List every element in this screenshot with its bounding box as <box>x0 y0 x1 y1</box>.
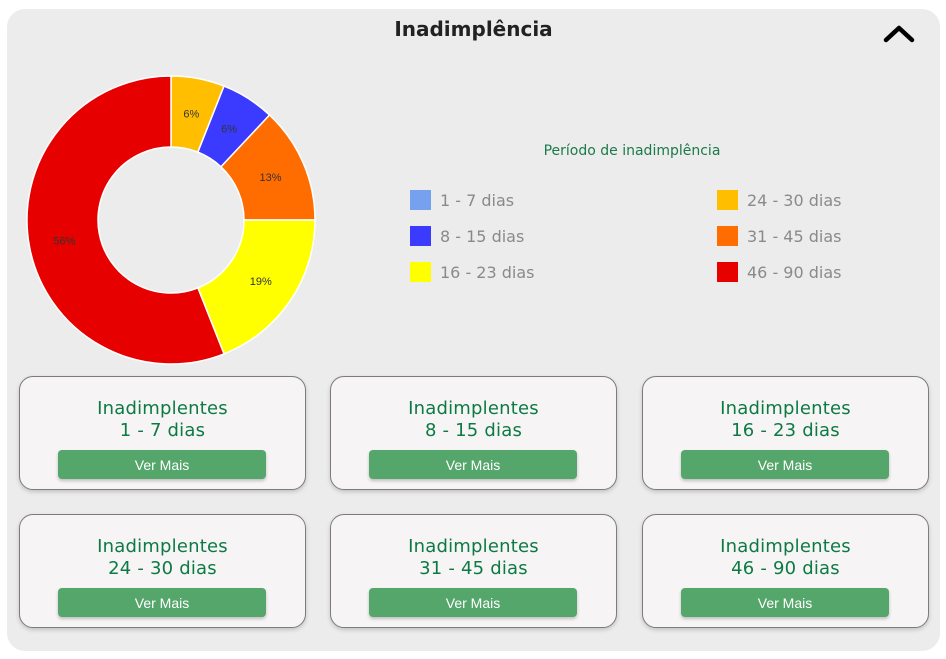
collapse-button[interactable] <box>882 21 916 45</box>
legend-label: 31 - 45 dias <box>747 226 842 246</box>
card-16-23-dias: Inadimplentes 16 - 23 dias Ver Mais <box>642 376 929 490</box>
card-title: Inadimplentes <box>408 398 539 419</box>
card-31-45-dias: Inadimplentes 31 - 45 dias Ver Mais <box>330 514 617 628</box>
slice-value-label: 6% <box>183 108 199 120</box>
legend-label: 16 - 23 dias <box>440 262 535 282</box>
card-title: Inadimplentes <box>720 398 851 419</box>
legend-swatch <box>410 262 431 282</box>
ver-mais-button[interactable]: Ver Mais <box>681 588 889 617</box>
card-range: 46 - 90 dias <box>731 558 840 579</box>
ver-mais-button[interactable]: Ver Mais <box>369 450 577 479</box>
legend-swatch <box>717 262 738 282</box>
slice-value-label: 6% <box>221 123 237 135</box>
legend-item-1-7[interactable]: 1 - 7 dias <box>410 189 514 211</box>
legend-item-31-45[interactable]: 31 - 45 dias <box>717 225 842 247</box>
legend-title: Período de inadimplência <box>543 143 721 159</box>
card-range: 16 - 23 dias <box>731 420 840 441</box>
donut-slice-46-90dias[interactable] <box>26 75 225 365</box>
legend-item-46-90[interactable]: 46 - 90 dias <box>717 261 842 283</box>
card-title: Inadimplentes <box>97 536 228 557</box>
ver-mais-button[interactable]: Ver Mais <box>369 588 577 617</box>
legend-swatch <box>717 226 738 246</box>
card-24-30-dias: Inadimplentes 24 - 30 dias Ver Mais <box>19 514 306 628</box>
card-8-15-dias: Inadimplentes 8 - 15 dias Ver Mais <box>330 376 617 490</box>
legend-label: 8 - 15 dias <box>440 226 525 246</box>
card-range: 8 - 15 dias <box>424 420 523 441</box>
legend-swatch <box>410 226 431 246</box>
card-range: 31 - 45 dias <box>419 558 528 579</box>
legend-label: 46 - 90 dias <box>747 262 842 282</box>
legend-item-16-23[interactable]: 16 - 23 dias <box>410 261 535 283</box>
ver-mais-button[interactable]: Ver Mais <box>681 450 889 479</box>
legend-label: 1 - 7 dias <box>440 190 515 210</box>
legend-label: 24 - 30 dias <box>747 190 842 210</box>
card-range: 1 - 7 dias <box>119 420 206 441</box>
donut-slice-16-23dias[interactable] <box>196 219 316 355</box>
ver-mais-button[interactable]: Ver Mais <box>58 588 266 617</box>
card-range: 24 - 30 dias <box>108 558 217 579</box>
card-1-7-dias: Inadimplentes 1 - 7 dias Ver Mais <box>19 376 306 490</box>
panel-title: Inadimplência <box>394 17 553 41</box>
card-title: Inadimplentes <box>97 398 228 419</box>
legend-swatch <box>410 190 431 210</box>
donut-chart: 6% 6% 13% 19% 56% <box>26 75 316 365</box>
card-title: Inadimplentes <box>720 536 851 557</box>
legend-item-8-15[interactable]: 8 - 15 dias <box>410 225 524 247</box>
slice-value-label: 56% <box>53 235 75 247</box>
slice-value-label: 19% <box>250 276 272 288</box>
slice-value-label: 13% <box>260 172 282 184</box>
inadimplencia-panel: Inadimplência 6% 6% 13% 19% 56% Período de i… <box>7 9 940 651</box>
card-title: Inadimplentes <box>408 536 539 557</box>
chevron-up-icon <box>883 25 915 43</box>
card-46-90-dias: Inadimplentes 46 - 90 dias Ver Mais <box>642 514 929 628</box>
legend-item-24-30[interactable]: 24 - 30 dias <box>717 189 842 211</box>
legend-swatch <box>717 190 738 210</box>
ver-mais-button[interactable]: Ver Mais <box>58 450 266 479</box>
